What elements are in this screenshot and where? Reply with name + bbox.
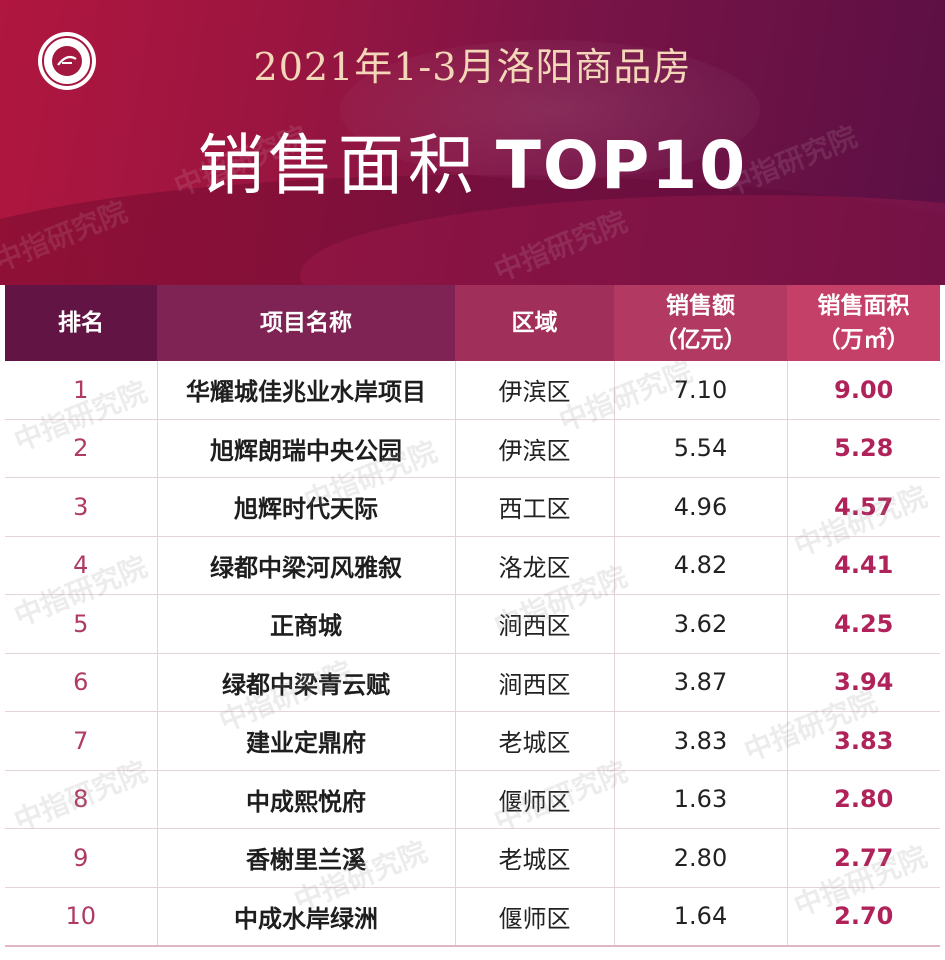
sales-area-cell: 4.25 [787, 594, 940, 654]
table-header-row: 排名 项目名称 区域 销售额 （亿元） 销售面积 （万㎡） [5, 285, 940, 361]
table-row: 5 正商城 涧西区 3.62 4.25 [5, 594, 940, 654]
table-row: 2 旭辉朗瑞中央公园 伊滨区 5.54 5.28 [5, 419, 940, 478]
rank-cell: 8 [5, 770, 158, 829]
table-row: 9 香榭里兰溪 老城区 2.80 2.77 [5, 828, 940, 888]
district-cell: 老城区 [455, 711, 615, 771]
project-name-cell: 香榭里兰溪 [157, 828, 456, 888]
rank-cell: 3 [5, 477, 158, 537]
page-subtitle: 销售面积 TOP10 [0, 112, 945, 208]
sales-amount-cell: 1.63 [614, 770, 788, 829]
district-cell: 洛龙区 [455, 536, 615, 595]
column-header-district: 区域 [455, 285, 614, 361]
sales-area-cell: 4.41 [787, 536, 940, 595]
district-cell: 偃师区 [455, 887, 615, 947]
sales-area-cell: 2.77 [787, 828, 940, 888]
district-cell: 涧西区 [455, 653, 615, 712]
subtitle-label: 销售面积 [197, 127, 478, 204]
sales-amount-cell: 4.82 [614, 536, 788, 595]
page-title: 2021年1-3月洛阳商品房 [253, 45, 692, 89]
table-row: 4 绿都中梁河风雅叙 洛龙区 4.82 4.41 [5, 536, 940, 595]
table-row: 10 中成水岸绿洲 偃师区 1.64 2.70 [5, 887, 940, 947]
sales-amount-cell: 4.96 [614, 477, 788, 537]
sales-amount-cell: 2.80 [614, 828, 788, 888]
sales-area-cell: 3.83 [787, 711, 940, 771]
project-name-cell: 绿都中梁青云赋 [157, 653, 456, 712]
table-row: 6 绿都中梁青云赋 涧西区 3.87 3.94 [5, 653, 940, 712]
rank-cell: 9 [5, 828, 158, 888]
sales-amount-cell: 3.87 [614, 653, 788, 712]
rank-cell: 6 [5, 653, 158, 712]
district-cell: 涧西区 [455, 594, 615, 654]
sales-amount-cell: 5.54 [614, 419, 788, 478]
sales-area-cell: 5.28 [787, 419, 940, 478]
rank-cell: 2 [5, 419, 158, 478]
column-header-area: 销售面积 （万㎡） [787, 285, 940, 361]
project-name-cell: 正商城 [157, 594, 456, 654]
sales-amount-cell: 3.62 [614, 594, 788, 654]
table-row: 7 建业定鼎府 老城区 3.83 3.83 [5, 711, 940, 771]
sales-amount-cell: 1.64 [614, 887, 788, 947]
banner-wave [0, 175, 945, 285]
table-row: 1 华耀城佳兆业水岸项目 伊滨区 7.10 9.00 [5, 361, 940, 420]
banner-glow [340, 40, 760, 180]
rank-cell: 7 [5, 711, 158, 771]
district-cell: 老城区 [455, 828, 615, 888]
rank-cell: 4 [5, 536, 158, 595]
sales-area-cell: 3.94 [787, 653, 940, 712]
sales-area-cell: 4.57 [787, 477, 940, 537]
project-name-cell: 建业定鼎府 [157, 711, 456, 771]
district-cell: 西工区 [455, 477, 615, 537]
district-cell: 伊滨区 [455, 361, 615, 420]
table-row: 8 中成熙悦府 偃师区 1.63 2.80 [5, 770, 940, 829]
project-name-cell: 中成水岸绿洲 [157, 887, 456, 947]
rank-cell: 5 [5, 594, 158, 654]
sales-area-cell: 9.00 [787, 361, 940, 420]
district-cell: 伊滨区 [455, 419, 615, 478]
ranking-table: 排名 项目名称 区域 销售额 （亿元） 销售面积 （万㎡） 1 华耀城佳兆业水岸项目伊… [5, 285, 940, 947]
sales-area-cell: 2.80 [787, 770, 940, 829]
sales-amount-cell: 7.10 [614, 361, 788, 420]
sales-area-cell: 2.70 [787, 887, 940, 947]
column-header-sales: 销售额 （亿元） [614, 285, 787, 361]
district-cell: 偃师区 [455, 770, 615, 829]
china-index-academy-logo-icon [38, 32, 96, 90]
column-header-project: 项目名称 [157, 285, 455, 361]
rank-cell: 10 [5, 887, 158, 947]
subtitle-top10: TOP10 [495, 127, 748, 204]
project-name-cell: 华耀城佳兆业水岸项目 [157, 361, 456, 420]
table-row: 3 旭辉时代天际 西工区 4.96 4.57 [5, 477, 940, 537]
project-name-cell: 中成熙悦府 [157, 770, 456, 829]
project-name-cell: 绿都中梁河风雅叙 [157, 536, 456, 595]
rank-cell: 1 [5, 361, 158, 420]
column-header-rank: 排名 [5, 285, 157, 361]
project-name-cell: 旭辉时代天际 [157, 477, 456, 537]
project-name-cell: 旭辉朗瑞中央公园 [157, 419, 456, 478]
sales-amount-cell: 3.83 [614, 711, 788, 771]
